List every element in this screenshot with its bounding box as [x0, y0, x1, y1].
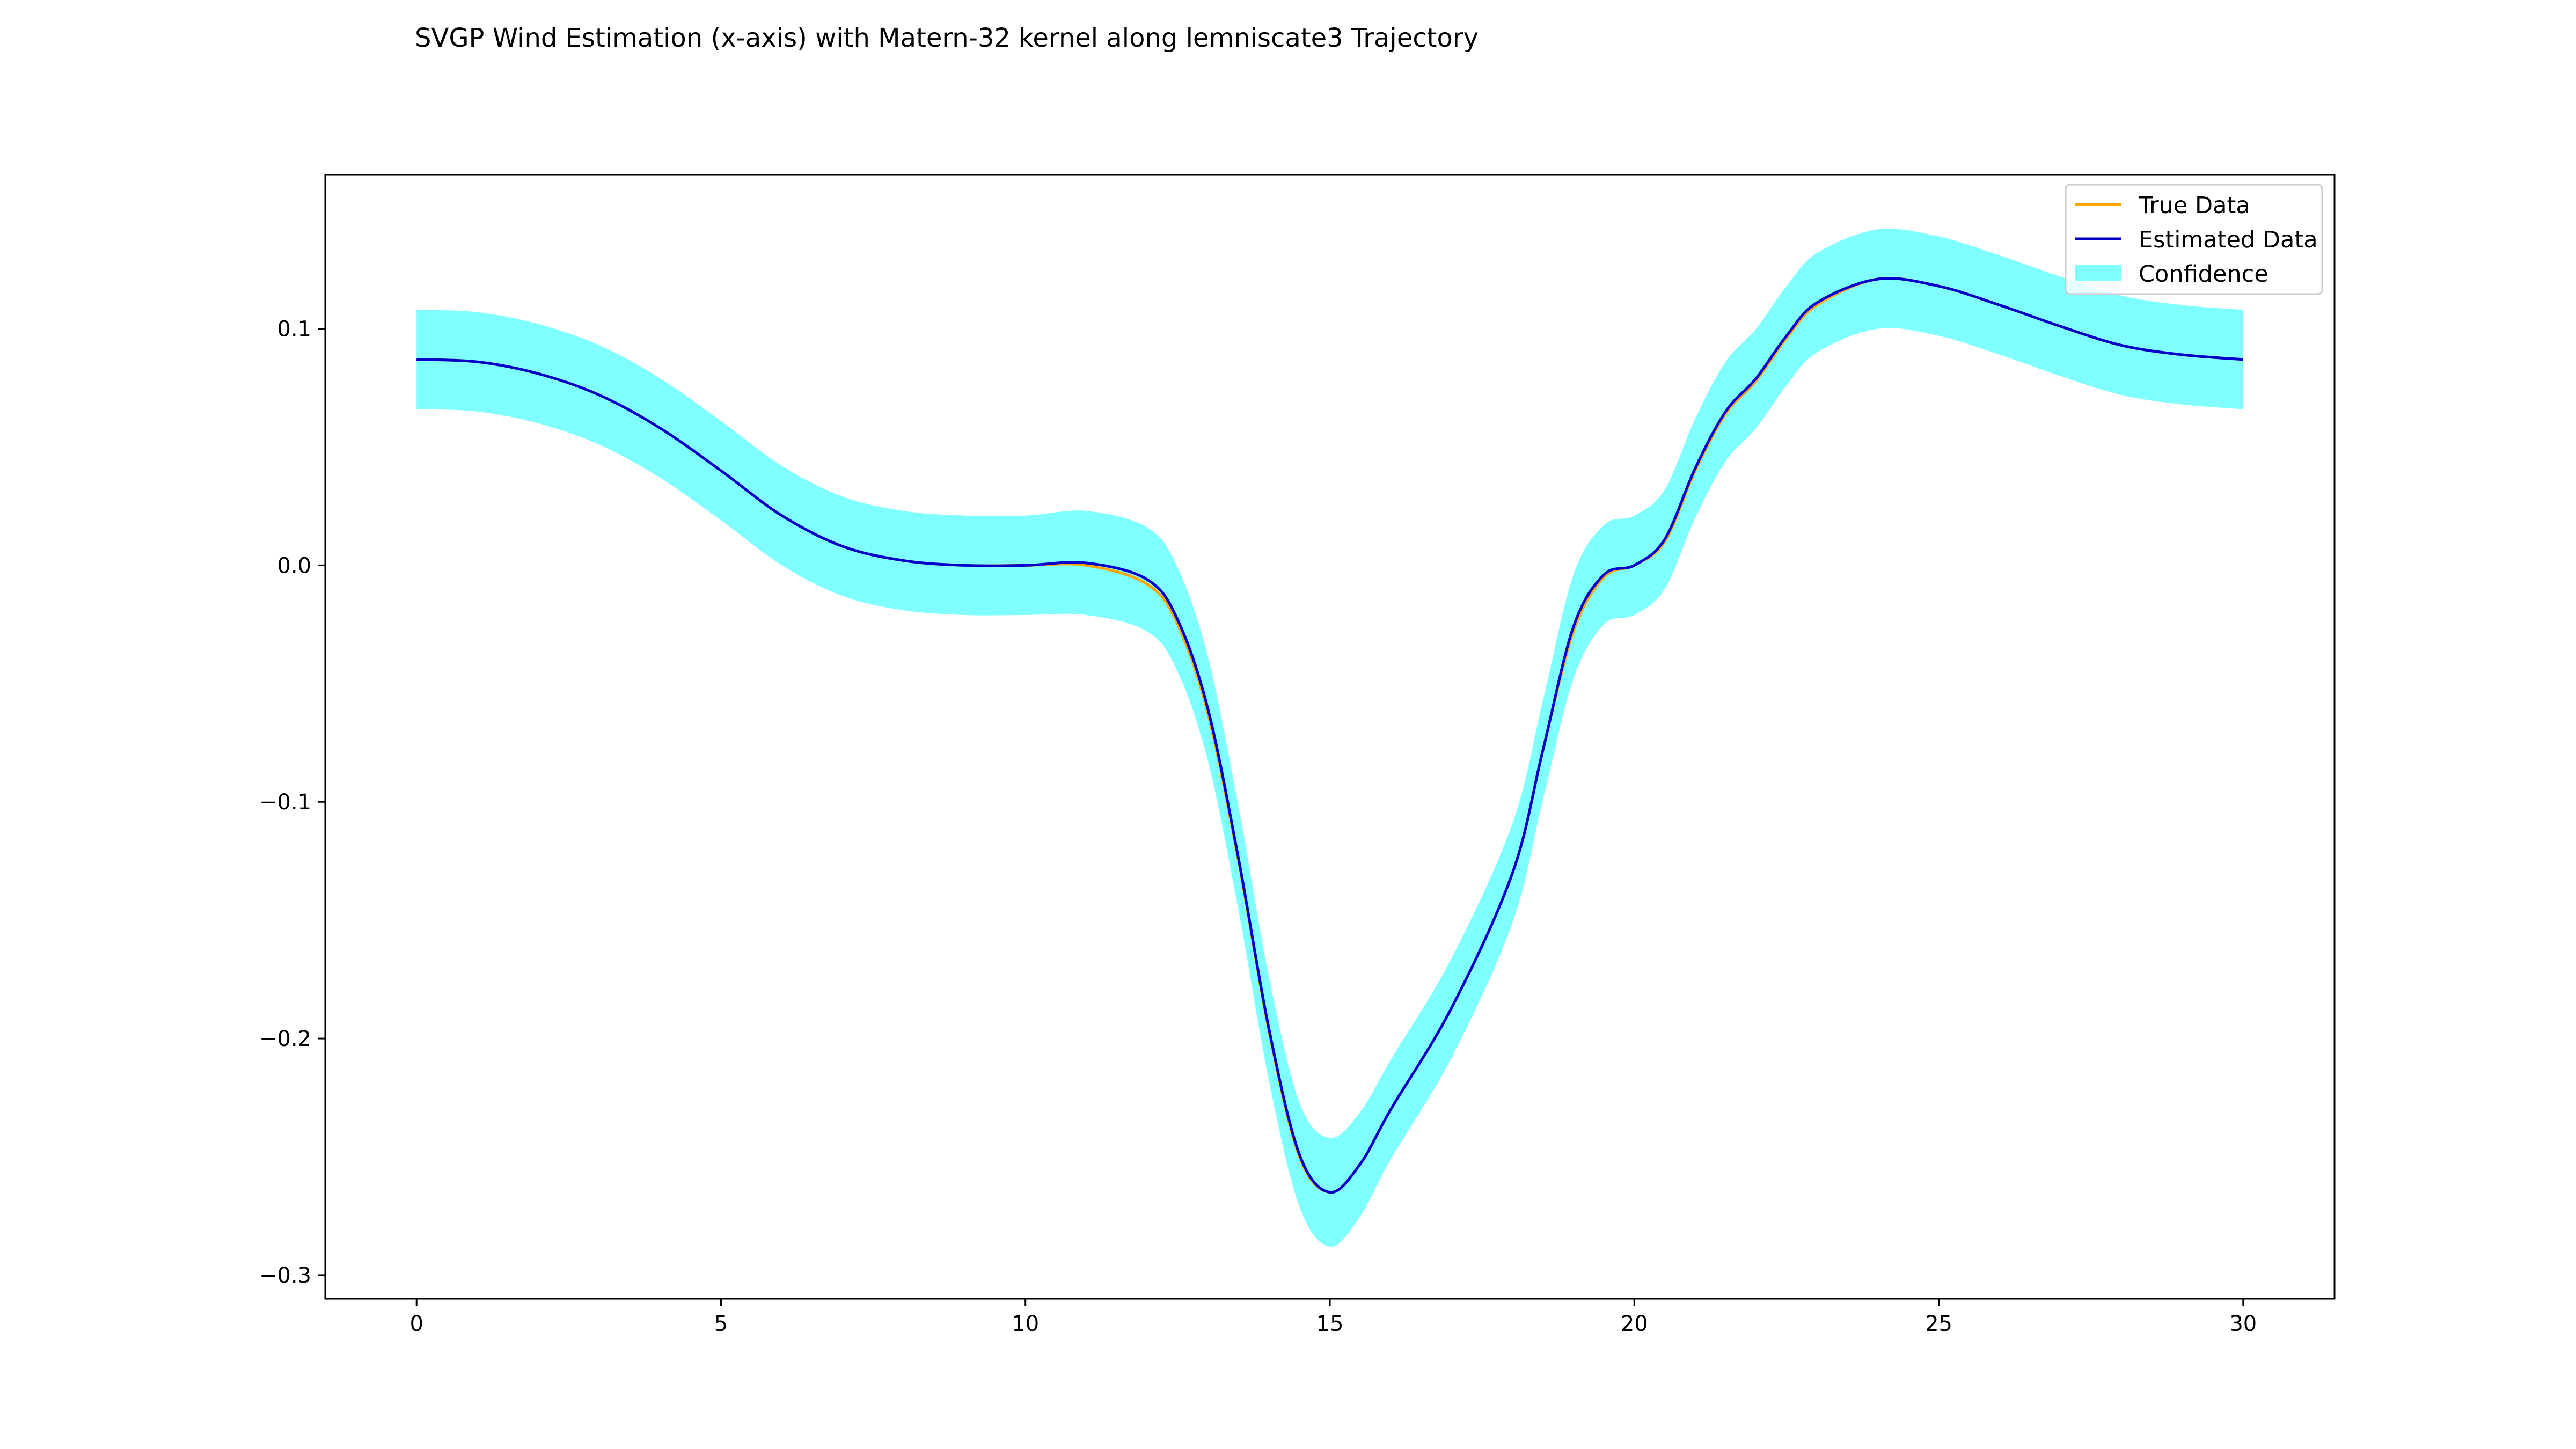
- x-tick-label: 30: [2229, 1312, 2257, 1336]
- chart-title: SVGP Wind Estimation (x-axis) with Mater…: [415, 23, 1479, 53]
- y-tick-label: −0.3: [259, 1263, 311, 1288]
- confidence-band: [416, 229, 2243, 1247]
- x-tick-label: 0: [409, 1312, 423, 1336]
- y-tick-label: 0.1: [277, 317, 311, 342]
- legend-confidence-label: Confidence: [2139, 261, 2268, 288]
- y-tick-label: −0.2: [259, 1027, 311, 1051]
- plot-area: [416, 229, 2244, 1247]
- x-tick-label: 10: [1012, 1312, 1039, 1336]
- estimated-data-line: [416, 277, 2244, 1194]
- x-tick-label: 5: [714, 1312, 728, 1336]
- y-tick-label: −0.1: [259, 790, 311, 815]
- y-tick-label: 0.0: [277, 553, 311, 578]
- x-tick-label: 15: [1316, 1312, 1344, 1336]
- x-axis: 0 5 10 15 20 25 30: [409, 1299, 2257, 1336]
- y-axis: 0.1 0.0 −0.1 −0.2 −0.3: [259, 317, 325, 1288]
- legend-confidence-swatch: [2075, 265, 2121, 281]
- legend: True Data Estimated Data Confidence: [2065, 184, 2323, 295]
- legend-estimated-data-label: Estimated Data: [2139, 226, 2318, 253]
- legend-frame: [2065, 184, 2323, 295]
- legend-true-data-label: True Data: [2138, 192, 2250, 219]
- x-tick-label: 20: [1621, 1312, 1648, 1336]
- x-tick-label: 25: [1925, 1312, 1952, 1336]
